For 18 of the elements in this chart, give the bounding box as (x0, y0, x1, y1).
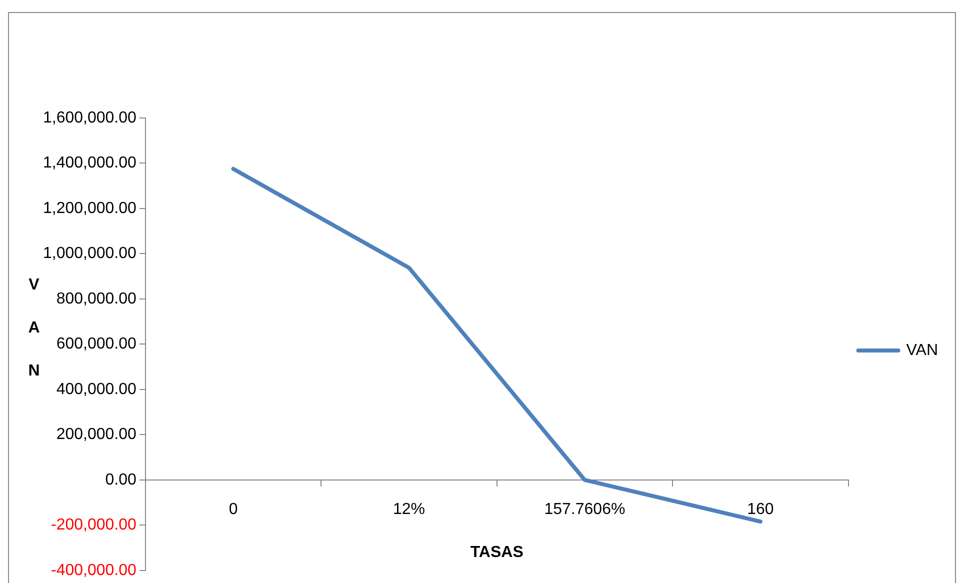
y-tick-label: 1,600,000.00 (43, 109, 137, 126)
y-tick-label: 1,200,000.00 (43, 200, 137, 217)
y-tick-label: -400,000.00 (51, 562, 137, 579)
x-axis-title: TASAS (470, 544, 524, 562)
y-tick-label: 1,400,000.00 (43, 154, 137, 172)
y-tick-label: 1,000,000.00 (43, 245, 137, 262)
y-tick-label: 0.00 (105, 471, 137, 488)
x-tick-label: 157.7606% (544, 500, 626, 518)
y-tick-label: 600,000.00 (56, 336, 137, 353)
y-tick-label: -200,000.00 (51, 516, 137, 534)
x-tick-label: 12% (392, 500, 426, 518)
legend-label: VAN (906, 342, 938, 359)
y-tick-label: 400,000.00 (56, 380, 137, 398)
y-tick-label: 800,000.00 (56, 290, 137, 308)
x-tick-label: 160 (747, 500, 774, 518)
y-tick-label: 200,000.00 (56, 426, 137, 444)
text: VAN (28, 276, 40, 380)
x-tick-label: 0 (228, 500, 238, 518)
